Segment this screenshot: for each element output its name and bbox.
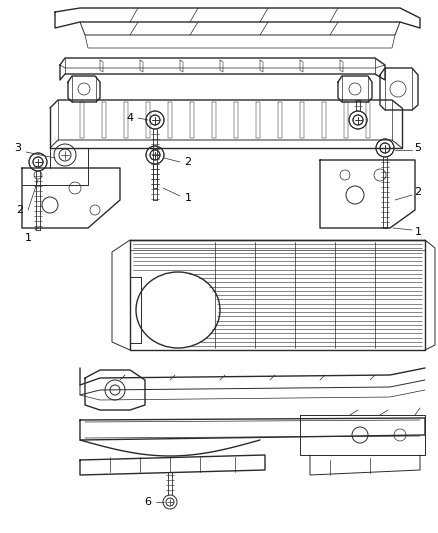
Text: 4: 4 — [127, 113, 134, 123]
Text: 3: 3 — [14, 143, 21, 153]
Text: 2: 2 — [17, 205, 24, 215]
Text: 2: 2 — [414, 187, 421, 197]
Text: 1: 1 — [184, 193, 191, 203]
Text: 1: 1 — [414, 227, 421, 237]
Text: 5: 5 — [414, 143, 421, 153]
Text: 2: 2 — [184, 157, 191, 167]
Text: 1: 1 — [25, 233, 32, 243]
Text: 6: 6 — [145, 497, 152, 507]
